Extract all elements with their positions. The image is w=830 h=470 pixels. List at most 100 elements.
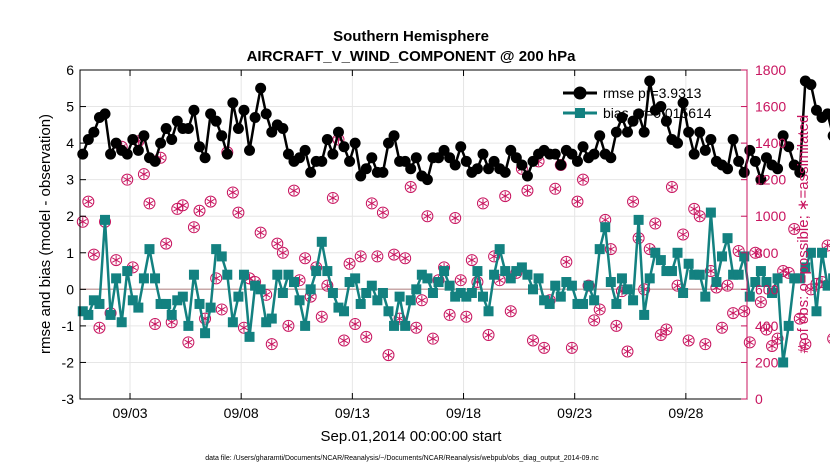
obs-count-point <box>521 184 534 197</box>
obs-possible-marker <box>415 294 428 307</box>
obs-possible-marker <box>660 323 673 336</box>
bias-point <box>716 251 727 262</box>
obs-assimilated-marker <box>428 336 438 342</box>
x-tick-label: 09/18 <box>446 405 481 421</box>
obs-count-point <box>204 195 217 208</box>
obs-assimilated-marker <box>256 229 265 236</box>
bias-point <box>767 287 778 298</box>
obs-assimilated-marker <box>339 337 349 344</box>
obs-count-point <box>693 210 706 223</box>
bias-point <box>661 266 672 277</box>
obs-possible-marker <box>349 318 362 331</box>
rmse-point <box>694 126 706 138</box>
bias-point <box>177 291 188 302</box>
bias-point <box>794 273 805 284</box>
bias-point <box>144 244 155 255</box>
obs-possible-marker <box>527 334 540 347</box>
obs-possible-marker <box>699 338 712 351</box>
rmse-point <box>827 131 830 141</box>
obs-count-point <box>393 312 406 325</box>
rmse-point <box>277 122 289 134</box>
rmse-point <box>210 115 222 127</box>
legend-rmse-label: rmse pr=3.9313 <box>603 85 702 101</box>
rmse-point <box>722 163 734 175</box>
rmse-point <box>655 101 667 113</box>
rmse-point <box>460 155 472 167</box>
bias-point <box>261 317 272 328</box>
obs-assimilated-marker <box>595 306 604 313</box>
obs-assimilated-marker <box>128 264 137 271</box>
obs-count-point <box>449 212 462 225</box>
axis-ticks: 09/03 09/08 09/13 09/18 09/23 09/28 -3 -2 -1 0 1 2 3… <box>62 62 787 421</box>
bias-point <box>88 295 99 306</box>
bias-point <box>361 287 372 298</box>
obs-count-point <box>149 318 162 331</box>
obs-possible-marker <box>388 248 401 261</box>
obs-count-point <box>160 237 173 250</box>
bias-point <box>477 291 488 302</box>
bias-point <box>811 306 822 317</box>
obs-possible-marker <box>627 195 640 208</box>
obs-count-point <box>232 206 245 219</box>
obs-count-point <box>282 319 295 332</box>
obs-assimilated-marker <box>150 321 160 327</box>
obs-count-point <box>121 173 134 186</box>
obs-count-point <box>365 197 378 210</box>
bias-point <box>77 306 88 317</box>
obs-assimilated-marker <box>795 315 804 322</box>
rmse-point <box>499 166 511 178</box>
y2-tick-label: 800 <box>755 245 779 261</box>
obs-assimilated-marker <box>445 312 454 318</box>
rmse-point <box>644 75 656 87</box>
x-tick-label: 09/23 <box>557 405 592 421</box>
rmse-point <box>255 82 267 94</box>
obs-count-point <box>382 349 395 362</box>
bias-point <box>244 331 255 342</box>
obs-possible-marker <box>299 252 312 265</box>
rmse-point <box>127 133 139 145</box>
rmse-point <box>744 144 756 156</box>
obs-count-point <box>454 274 467 287</box>
obs-assimilated-marker <box>656 332 665 338</box>
bias-point <box>450 291 461 302</box>
obs-assimilated-marker <box>356 253 365 260</box>
bias-point <box>605 277 616 288</box>
obs-assimilated-marker <box>612 323 621 329</box>
obs-possible-marker <box>365 197 378 210</box>
obs-count-point <box>193 204 206 217</box>
bias-point <box>316 236 327 247</box>
obs-possible-marker <box>404 180 417 193</box>
rmse-point <box>377 166 389 178</box>
rmse-point <box>455 141 467 153</box>
obs-assimilated-marker <box>395 315 404 322</box>
rmse-point <box>121 148 133 160</box>
bias-point <box>505 273 516 284</box>
bias-point <box>311 266 322 277</box>
rmse-point <box>660 115 672 127</box>
bias-point <box>466 287 477 298</box>
bias-point <box>528 284 539 295</box>
y-tick-label: 4 <box>66 135 74 151</box>
rmse-point <box>316 155 328 167</box>
obs-possible-marker <box>693 210 706 223</box>
rmse-point <box>299 144 311 156</box>
obs-possible-marker <box>560 255 573 268</box>
obs-possible-marker <box>199 312 212 325</box>
obs-count-point <box>749 246 762 259</box>
rmse-point <box>199 152 211 164</box>
rmse-point <box>621 126 633 138</box>
bias-point <box>166 309 177 320</box>
x-tick-label: 09/08 <box>224 405 259 421</box>
obs-assimilated-marker <box>406 184 415 190</box>
rmse-point <box>99 108 111 120</box>
bias-point <box>805 247 816 258</box>
obs-possible-marker <box>782 266 795 279</box>
bias-point <box>694 269 705 280</box>
obs-assimilated-marker <box>562 259 571 265</box>
bias-point <box>616 273 627 284</box>
bias-point <box>750 277 761 288</box>
obs-count-point <box>565 341 578 354</box>
obs-assimilated-marker <box>378 209 388 216</box>
bias-point <box>427 287 438 298</box>
rmse-point <box>516 159 528 171</box>
